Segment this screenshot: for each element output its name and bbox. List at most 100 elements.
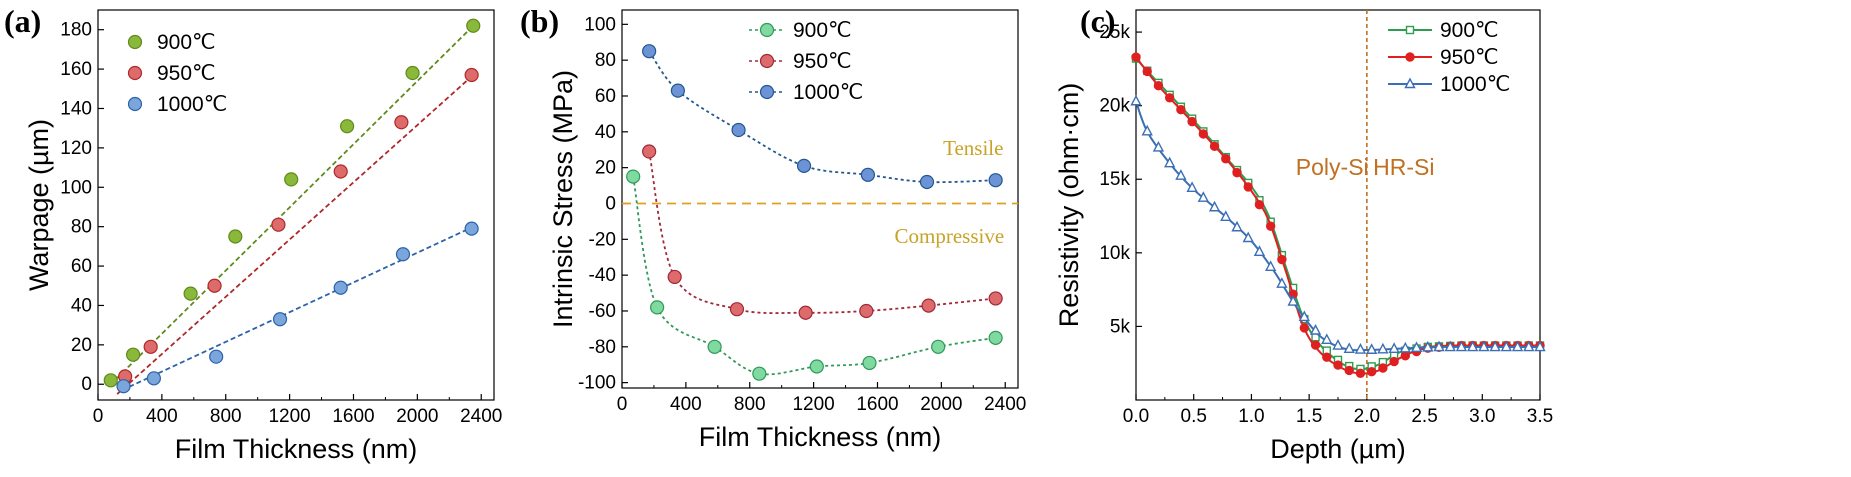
legend-marker [1404, 77, 1416, 89]
annotation-text: Poly-Si [1296, 154, 1369, 180]
data-point [1198, 129, 1209, 139]
data-point [209, 349, 224, 364]
legend-label: 950℃ [1440, 46, 1499, 69]
y-tick-label: 100 [584, 14, 616, 35]
data-point [1511, 340, 1524, 352]
data-point [143, 339, 158, 354]
data-point [333, 280, 348, 295]
data-point [921, 298, 936, 313]
data-point [464, 221, 479, 236]
data-point [394, 115, 409, 130]
data-point [1142, 66, 1152, 77]
data-point [1355, 368, 1366, 379]
data-point [1164, 93, 1175, 103]
data-point [1254, 199, 1265, 210]
data-point [464, 67, 479, 83]
data-point [667, 269, 682, 285]
data-point [1299, 323, 1310, 333]
data-point [1153, 81, 1164, 91]
y-tick-label: 120 [60, 138, 92, 159]
y-tick-label: 40 [595, 122, 616, 143]
data-point [670, 83, 685, 98]
series-3 [642, 44, 1003, 190]
data-point [1276, 277, 1288, 288]
data-point [146, 371, 161, 386]
y-tick-label: -60 [589, 301, 616, 322]
x-tick-label: 0.0 [1123, 406, 1149, 427]
y-tick-label: 80 [595, 50, 616, 71]
series-3 [1130, 94, 1546, 354]
data-point [103, 373, 118, 388]
x-tick-label: 2.5 [1411, 406, 1437, 427]
data-point [1310, 340, 1321, 350]
chart-panel-1: (a) 0 400 800 1200 1600 2000 2400 0 20 40 60 80 100 12… [4, 3, 502, 464]
data-point [1175, 169, 1187, 180]
series-line [1135, 56, 1541, 375]
data-point [752, 366, 767, 381]
x-tick-label: 800 [210, 406, 242, 427]
data-point [1287, 295, 1299, 306]
data-point [1389, 356, 1399, 367]
legend-label: 900℃ [157, 31, 216, 54]
y-tick-label: 25k [1099, 22, 1130, 43]
data-point [1243, 182, 1253, 192]
data-point [116, 379, 131, 394]
y-axis-title: Intrinsic Stress (MPa) [548, 70, 578, 328]
data-point [1500, 340, 1512, 352]
data-point [1489, 340, 1501, 352]
plot-frame [621, 9, 1019, 389]
y-axis-title: Warpage (µm) [24, 119, 54, 291]
legend: 900℃ 950℃ 1000℃ [127, 31, 227, 116]
series-2 [642, 144, 1003, 320]
y-tick-label: 5k [1110, 316, 1131, 337]
legend-marker [127, 65, 143, 81]
data-point [1152, 140, 1165, 152]
data-point [1197, 191, 1209, 202]
data-point [1321, 333, 1333, 345]
x-tick-label: 3.5 [1527, 406, 1553, 427]
data-point [988, 173, 1003, 188]
legend-label: 950℃ [793, 50, 852, 73]
x-tick-label: 800 [734, 394, 766, 415]
data-point [1332, 339, 1344, 350]
data-point [1523, 340, 1535, 352]
data-point [1366, 343, 1378, 354]
annotation-text: HR-Si [1373, 154, 1434, 180]
chart-panel-3: (c) 0.0 0.5 1.0 1.5 2.0 2.5 3.0 3.5 5k 10k 15k 20k 25… [1054, 3, 1553, 464]
data-point [333, 164, 348, 179]
data-point [1400, 351, 1411, 361]
panel-label: (c) [1080, 3, 1116, 39]
data-point [1253, 245, 1266, 256]
data-point [271, 217, 286, 232]
annotation-text: Tensile [943, 136, 1003, 160]
data-point [650, 300, 665, 315]
data-point [1164, 156, 1176, 168]
y-tick-label: 20 [595, 158, 616, 179]
data-point [405, 65, 420, 81]
y-tick-label: 80 [71, 217, 92, 238]
y-tick-label: 15k [1099, 169, 1130, 190]
data-point [1221, 154, 1231, 164]
series-3 [116, 221, 479, 394]
x-tick-label: 1600 [332, 406, 374, 427]
legend-label: 1000℃ [1440, 73, 1510, 96]
data-point [1208, 200, 1221, 212]
trend-line [648, 151, 996, 315]
x-tick-label: 2400 [460, 406, 502, 427]
data-point [1186, 181, 1198, 193]
x-tick-label: 1.5 [1296, 406, 1322, 427]
data-point [798, 305, 813, 320]
y-tick-label: 160 [60, 59, 92, 80]
x-tick-label: 2000 [920, 394, 962, 415]
data-point [988, 330, 1003, 345]
data-point [1265, 260, 1277, 272]
data-point [1378, 363, 1388, 373]
y-tick-label: 0 [81, 374, 92, 395]
data-point [183, 286, 198, 301]
data-point [729, 302, 745, 317]
y-tick-label: -20 [589, 229, 616, 250]
y-tick-label: 140 [60, 98, 92, 119]
y-tick-label: -40 [589, 265, 616, 286]
data-point [626, 169, 641, 184]
